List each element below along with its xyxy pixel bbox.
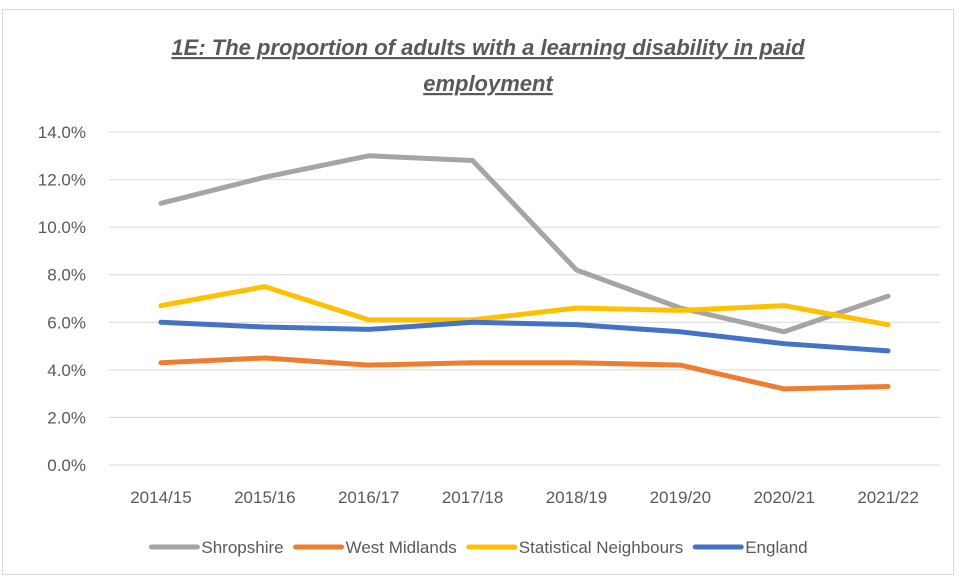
series-line-england (158, 319, 891, 354)
y-tick-label: 14.0% (38, 123, 86, 142)
legend-label: England (745, 538, 807, 557)
legend-label: Statistical Neighbours (519, 538, 683, 557)
legend-label: Shropshire (201, 538, 283, 557)
chart-title: 1E: The proportion of adults with a lear… (171, 35, 805, 96)
chart-frame (2, 9, 954, 575)
chart-title-line-1: 1E: The proportion of adults with a lear… (171, 35, 805, 60)
y-tick-label: 2.0% (47, 408, 86, 427)
y-tick-label: 8.0% (47, 266, 86, 285)
x-tick-label: 2019/20 (650, 488, 711, 507)
chart-title-line-2: employment (423, 71, 554, 96)
legend-item-shropshire: Shropshire (148, 538, 284, 557)
legend-label: West Midlands (346, 538, 457, 557)
y-tick-label: 10.0% (38, 218, 86, 237)
y-tick-label: 6.0% (47, 313, 86, 332)
gridlines (109, 131, 940, 466)
legend-item-england: England (692, 538, 808, 557)
legend-item-statistical-neighbours: Statistical Neighbours (466, 538, 683, 557)
x-tick-label: 2018/19 (546, 488, 607, 507)
x-tick-label: 2020/21 (753, 488, 814, 507)
legend: Shropshire West Midlands Statistical Neigh… (148, 538, 808, 557)
series-lines (158, 153, 891, 392)
x-tick-label: 2014/15 (130, 488, 191, 507)
x-tick-label: 2015/16 (234, 488, 295, 507)
y-tick-label: 0.0% (47, 456, 86, 475)
legend-item-west-midlands: West Midlands (293, 538, 457, 557)
y-axis-tick-labels: 0.0% 2.0% 4.0% 6.0% 8.0% 10.0% 12.0% 14.0% (38, 123, 86, 475)
x-tick-label: 2016/17 (338, 488, 399, 507)
x-tick-label: 2021/22 (857, 488, 918, 507)
series-line-shropshire (158, 153, 891, 335)
y-tick-label: 12.0% (38, 171, 86, 190)
series-line-statistical-neighbours (158, 284, 891, 328)
x-axis-tick-labels: 2014/15 2015/16 2016/17 2017/18 2018/19 2019/… (130, 488, 919, 507)
y-tick-label: 4.0% (47, 361, 86, 380)
series-line-west-midlands (158, 355, 891, 392)
x-tick-label: 2017/18 (442, 488, 503, 507)
